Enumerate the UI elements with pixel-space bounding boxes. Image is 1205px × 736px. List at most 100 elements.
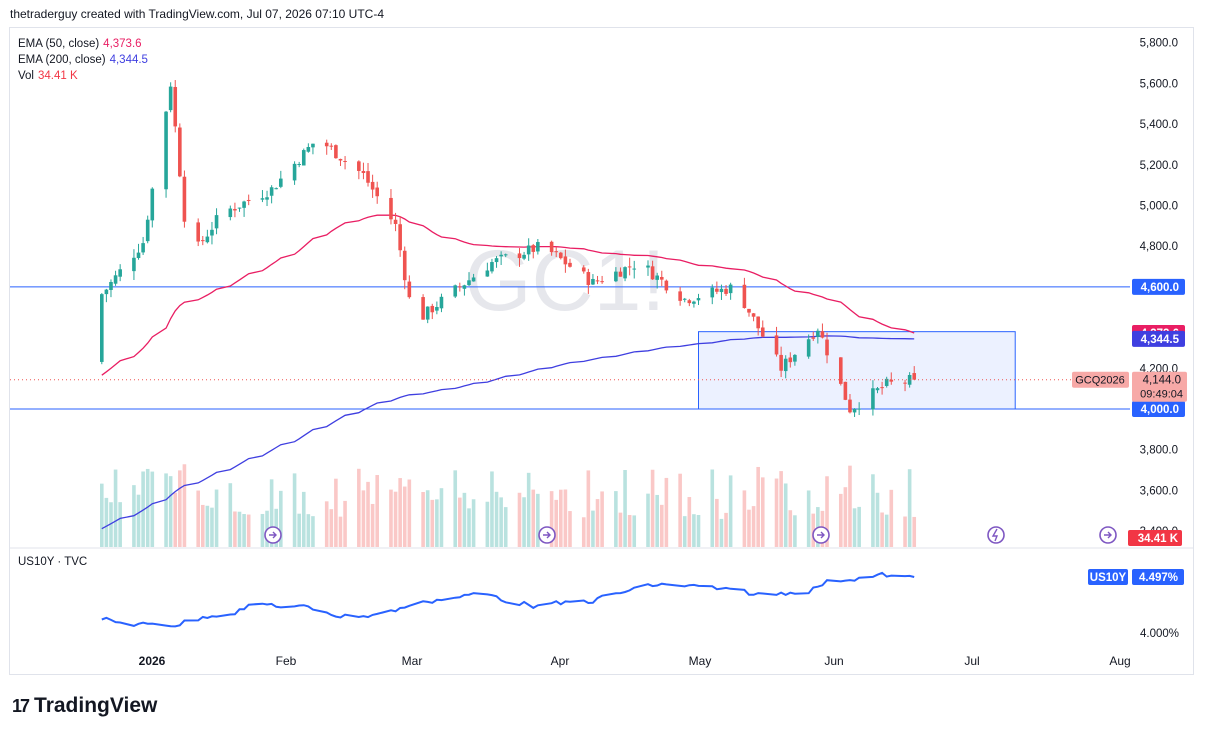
candle-body [820,331,825,338]
volume-bar [458,497,462,547]
candle-body [292,163,297,181]
volume-bar [324,501,329,547]
volume-bar [600,491,604,547]
candle-body [421,297,425,320]
volume-bar [692,514,696,547]
volume-bar [811,513,816,547]
volume-bar [200,504,205,547]
candle-body [536,242,540,252]
candle-body [857,408,861,410]
candle-body [164,111,168,190]
candle-body [595,280,600,282]
candle-body [301,150,306,166]
time-tick-label: Jul [964,654,979,668]
candle-body [586,272,591,285]
volume-bar [747,509,751,547]
tradingview-logo-text: TradingView [34,694,158,717]
candle-body [361,170,366,173]
vol-badge-label: 34.41 K [1138,533,1179,545]
candle-body [614,271,618,282]
volume-bar [467,508,471,547]
candle-body [728,284,733,294]
event-markers [264,526,1117,544]
candle-body [756,316,760,329]
volume-bar [696,514,701,547]
candle-body [260,198,265,200]
candle-body [458,286,462,288]
time-axis[interactable]: 2026 Feb Mar Apr May Jun Jul Aug [139,654,1131,668]
candle-body [678,291,682,301]
candle-body [549,241,554,253]
candle-body [467,280,471,286]
candle-body [554,251,559,253]
candle-body [751,313,756,317]
legend-ema50[interactable]: EMA (50, close) 4,373.6 [18,36,148,52]
volume-bar [568,511,572,547]
volume-bar [297,513,301,547]
tradingview-logo-icon: 17 [12,695,30,716]
candle-body [793,354,797,362]
legend-ema200-label: EMA (200, close) [18,54,106,66]
candle-body [168,86,173,111]
candle-body [182,176,187,222]
price-tick-label: 3,800.0 [1140,445,1178,457]
time-tick-label: Aug [1109,654,1130,668]
candle-body [889,379,894,382]
volume-bar [214,489,219,547]
candle-body [274,188,279,190]
volume-bar [118,502,122,547]
symbol-badge [1072,371,1129,388]
price-axis[interactable]: 5,800.0 5,600.0 5,400.0 5,200.0 5,000.0 4,800… [1072,38,1187,640]
candle-body [682,298,687,300]
volume-bar [100,483,104,547]
price-badge-label: 4,344.5 [1141,334,1180,346]
candle-body [306,147,311,152]
candle-body [531,245,536,252]
indicator-legend: EMA (50, close) 4,373.6 EMA (200, close) 4… [18,36,148,84]
candle-body [907,375,912,385]
ema-50-path [101,214,915,376]
tradingview-logo[interactable]: 17 TradingView [12,694,157,718]
volume-bar [526,472,531,547]
volume-bar [375,475,379,547]
candle-body [141,243,145,253]
candle-body [370,181,375,190]
candle-body [242,201,246,208]
legend-vol[interactable]: Vol 34.41 K [18,68,148,84]
volume-bar [522,497,526,547]
candle-body [664,280,669,291]
candle-body [490,262,494,272]
volume-bar [311,516,315,547]
volume-bar [554,499,559,547]
volume-bar [292,473,297,547]
candle-body [210,229,214,236]
candle-body [150,188,155,221]
candle-body [402,250,407,281]
candle-body [788,357,793,363]
candle-body [811,337,816,339]
volume-bar [462,492,467,547]
volume-bar [627,514,632,547]
volume-bar [742,490,747,547]
volume-bar [306,514,311,547]
volume-bar [145,468,150,547]
candle-body [903,382,907,384]
candle-body [742,284,747,309]
volume-bar [435,499,439,547]
legend-ema200[interactable]: EMA (200, close) 4,344.5 [18,52,148,68]
candle-body [237,207,242,209]
us10y-value-badge [1132,569,1184,585]
candle-body [297,164,301,166]
candle-body [471,277,476,282]
candle-body [884,378,889,386]
candle-body [627,266,632,268]
candle-body [517,253,522,259]
volume-bar [852,508,857,547]
volume-bar [788,510,793,547]
candle-body [430,305,435,313]
volume-bar [724,512,728,547]
candle-body [559,252,563,259]
candle-body [334,145,338,159]
us10y-legend[interactable]: US10Y · TVC [18,556,88,568]
